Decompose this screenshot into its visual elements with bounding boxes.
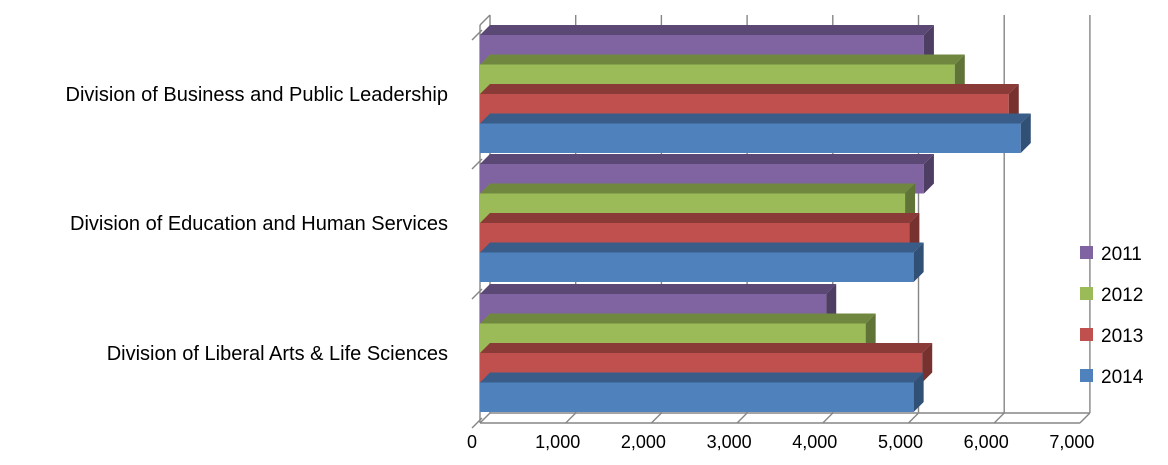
floor-gridline	[1079, 412, 1091, 424]
x-tick-label: 2,000	[621, 432, 666, 452]
bar-top-face	[480, 54, 965, 65]
legend-swatch	[1080, 246, 1093, 259]
legend-item: 2014	[1080, 367, 1144, 388]
bar-side-face	[913, 372, 924, 412]
x-tick-label: 7,000	[1049, 432, 1094, 452]
x-tick-label: 6,000	[964, 432, 1009, 452]
category-tick	[471, 288, 483, 300]
category-label: Division of Liberal Arts & Life Sciences	[107, 343, 448, 365]
bar-top-face	[480, 372, 924, 383]
bar-side-face	[913, 242, 924, 282]
bar-top-face	[480, 84, 1019, 94]
category-tick	[471, 29, 483, 41]
bar-top-face	[480, 183, 916, 194]
floor-gridline	[736, 412, 748, 424]
bar-top-face	[480, 284, 837, 294]
bar	[480, 123, 1021, 153]
bar-side-face	[923, 154, 934, 194]
legend: 2011 2012 2013 2014	[1080, 244, 1144, 388]
floor-gridline	[822, 412, 834, 424]
bar	[480, 252, 914, 282]
legend-swatch	[1080, 287, 1093, 300]
category-tick	[471, 158, 483, 170]
floor-gridline	[908, 412, 919, 424]
legend-label: 2011	[1101, 244, 1142, 265]
bar-side-face	[922, 343, 933, 383]
labels: Division of Business and Public Leadersh…	[66, 84, 1095, 452]
legend-label: 2014	[1101, 367, 1144, 388]
bar-top-face	[480, 25, 934, 35]
category-tick	[471, 417, 483, 429]
x-tick-label: 4,000	[792, 432, 837, 452]
legend-label: 2013	[1101, 326, 1143, 347]
legend-item: 2013	[1080, 326, 1143, 347]
legend-item: 2011	[1080, 244, 1142, 265]
bar-top-face	[480, 242, 924, 253]
x-tick-label: 3,000	[707, 432, 752, 452]
bar-top-face	[480, 113, 1031, 124]
floor-gridline	[565, 412, 577, 424]
bar-top-face	[480, 313, 876, 324]
bar	[480, 382, 914, 412]
floor-gridline	[479, 412, 491, 424]
bar-side-face	[1020, 113, 1031, 153]
x-tick-label: 0	[467, 432, 477, 452]
legend-swatch	[1080, 328, 1093, 341]
axes	[471, 29, 483, 429]
bar-top-face	[480, 154, 934, 164]
bars	[480, 25, 1031, 412]
legend-item: 2012	[1080, 285, 1143, 306]
bar-top-face	[480, 213, 920, 223]
floor-gridline	[993, 412, 1005, 424]
x-tick-label: 1,000	[535, 432, 580, 452]
side-wall-top-edge	[479, 14, 491, 26]
category-label: Division of Business and Public Leadersh…	[66, 84, 448, 106]
category-label: Division of Education and Human Services	[70, 213, 448, 235]
bar-top-face	[480, 343, 933, 353]
x-tick-label: 5,000	[878, 432, 923, 452]
legend-swatch	[1080, 369, 1093, 382]
legend-label: 2012	[1101, 285, 1143, 306]
floor-gridline	[650, 412, 662, 424]
